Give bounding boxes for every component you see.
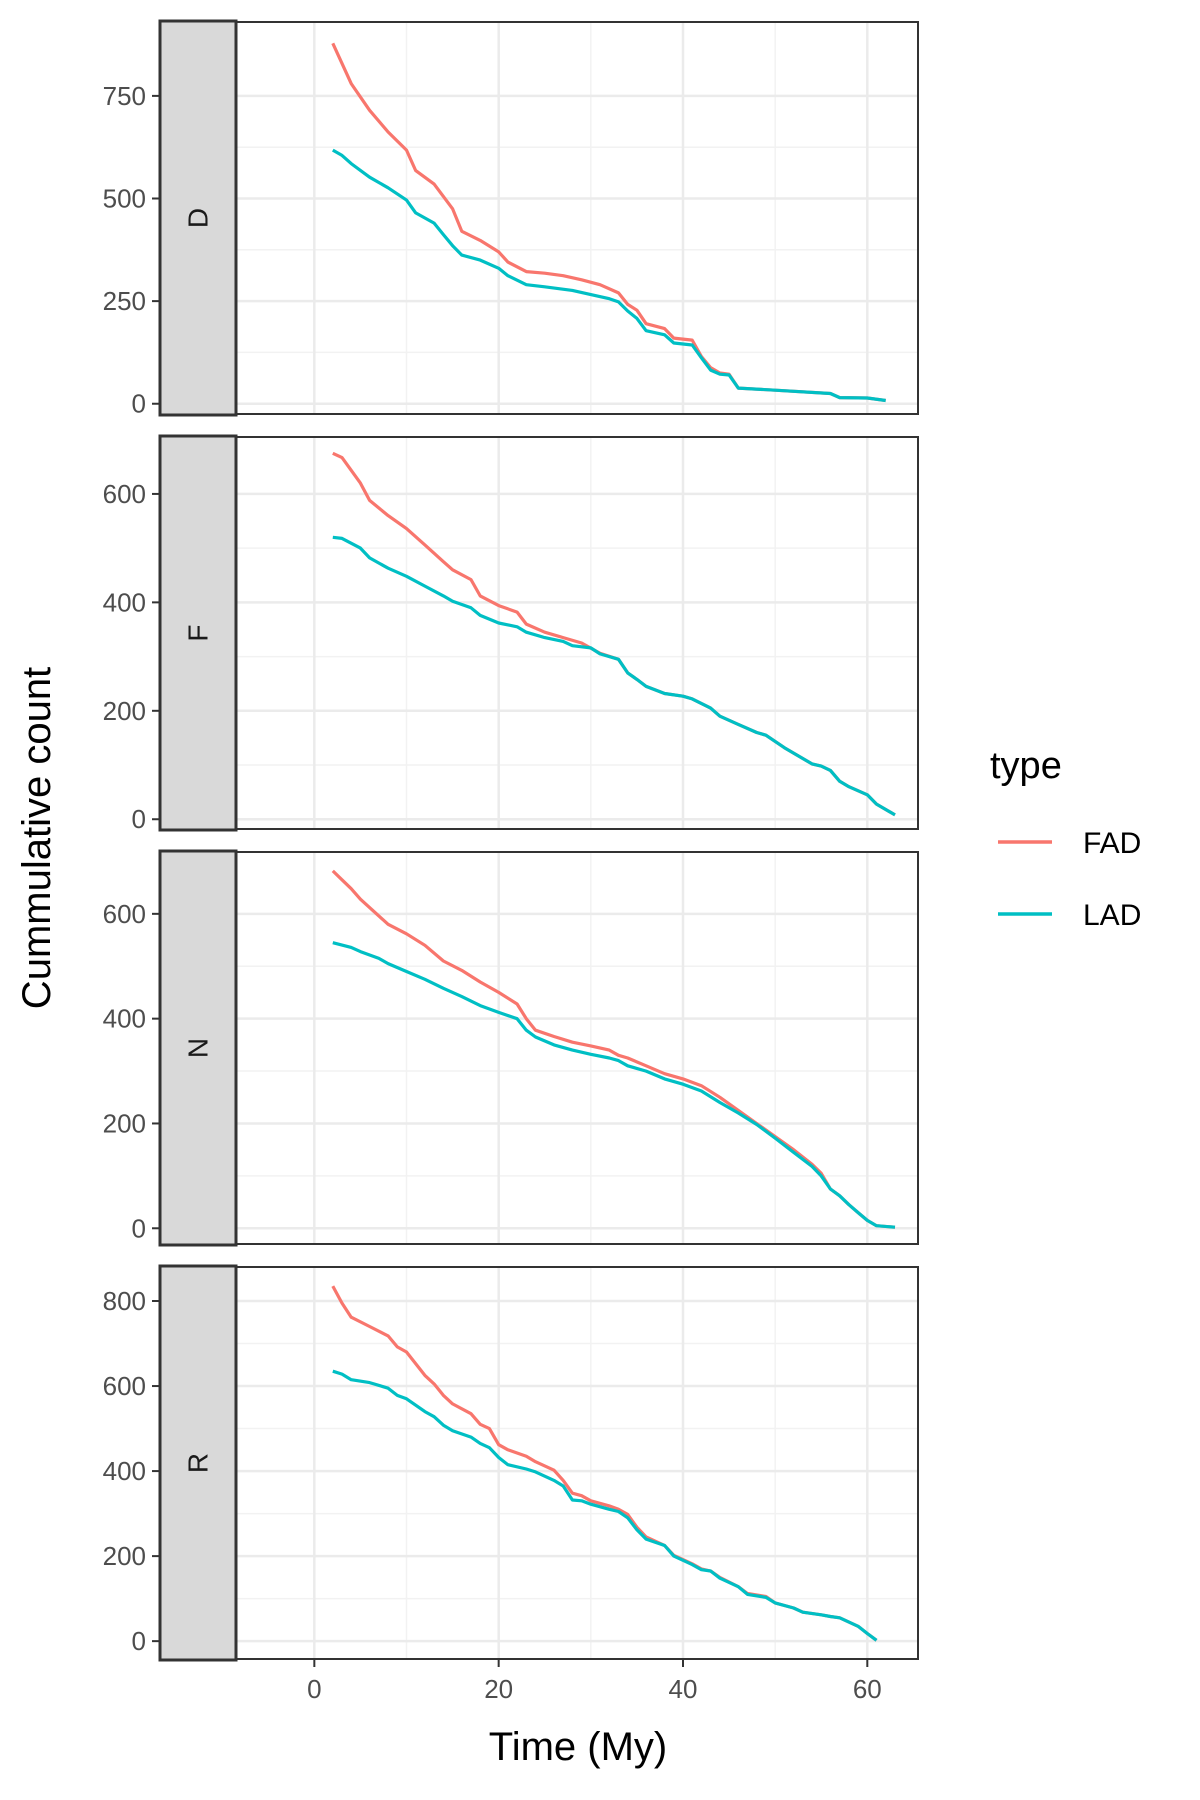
facet-panel-f: 0 200 400 600 F: [103, 434, 919, 834]
x-tick-label: 0: [307, 1674, 321, 1704]
legend-item-lad: LAD: [998, 899, 1141, 932]
facet-strip: [158, 19, 238, 417]
legend-label-lad: LAD: [1083, 899, 1141, 932]
y-tick-label: 0: [132, 804, 146, 834]
y-tick-label: 600: [103, 1371, 146, 1401]
series-line-lad-n: [332, 941, 896, 1229]
plot-background: [236, 852, 918, 1244]
y-tick-label: 0: [132, 389, 146, 419]
facet-strip: [158, 1264, 238, 1662]
facet-panels: 0250500750D0200400600F0200400600N0200400…: [103, 19, 919, 1704]
y-tick-label: 0: [132, 1626, 146, 1656]
y-tick-label: 800: [103, 1286, 146, 1316]
series-line-lad-d: [332, 148, 886, 403]
x-axis-title: Time (My): [489, 1725, 667, 1769]
plot-background: [236, 22, 918, 414]
facet-panel-d: 0 250 500 750 D: [103, 19, 919, 419]
facet-strip: [158, 434, 238, 832]
y-tick-label: 600: [103, 479, 146, 509]
y-tick-label: 400: [103, 1456, 146, 1486]
y-tick-label: 0: [132, 1213, 146, 1243]
plot-background: [236, 1267, 918, 1659]
facet-strip-label: D: [183, 208, 214, 228]
y-tick-label: 750: [103, 81, 146, 111]
legend-title: type: [990, 745, 1062, 787]
legend: type FAD LAD: [990, 745, 1141, 932]
y-tick-label: 200: [103, 696, 146, 726]
plot-background: [236, 437, 918, 829]
y-tick-label: 600: [103, 899, 146, 929]
legend-item-fad: FAD: [998, 827, 1141, 860]
legend-label-fad: FAD: [1083, 827, 1141, 860]
facet-strip-label: R: [183, 1453, 214, 1473]
facet-strip: [158, 849, 238, 1247]
facet-panel-r: 0 200 400 600 800 R 0 20 40 60: [103, 1264, 919, 1704]
y-tick-label: 500: [103, 184, 146, 214]
y-tick-label: 250: [103, 286, 146, 316]
legend-items: FAD LAD: [998, 827, 1141, 932]
facet-panel-n: 0 200 400 600 N: [103, 849, 919, 1247]
y-tick-label: 400: [103, 587, 146, 617]
y-tick-label: 400: [103, 1004, 146, 1034]
facet-strip-label: N: [183, 1038, 214, 1058]
series-line-lad-f: [332, 535, 896, 817]
series-line-lad-r: [332, 1369, 878, 1642]
y-tick-label: 200: [103, 1108, 146, 1138]
y-axis-title: Cummulative count: [15, 667, 59, 1009]
y-tick-label: 200: [103, 1541, 146, 1571]
x-tick-label: 40: [669, 1674, 698, 1704]
facet-strip-label: F: [183, 624, 214, 641]
x-tick-label: 20: [484, 1674, 513, 1704]
x-tick-label: 60: [853, 1674, 882, 1704]
